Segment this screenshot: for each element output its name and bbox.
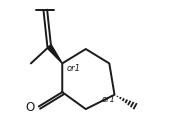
Text: or1: or1	[66, 64, 80, 73]
Text: O: O	[26, 101, 35, 114]
Text: or1: or1	[101, 95, 115, 104]
Polygon shape	[47, 45, 62, 63]
